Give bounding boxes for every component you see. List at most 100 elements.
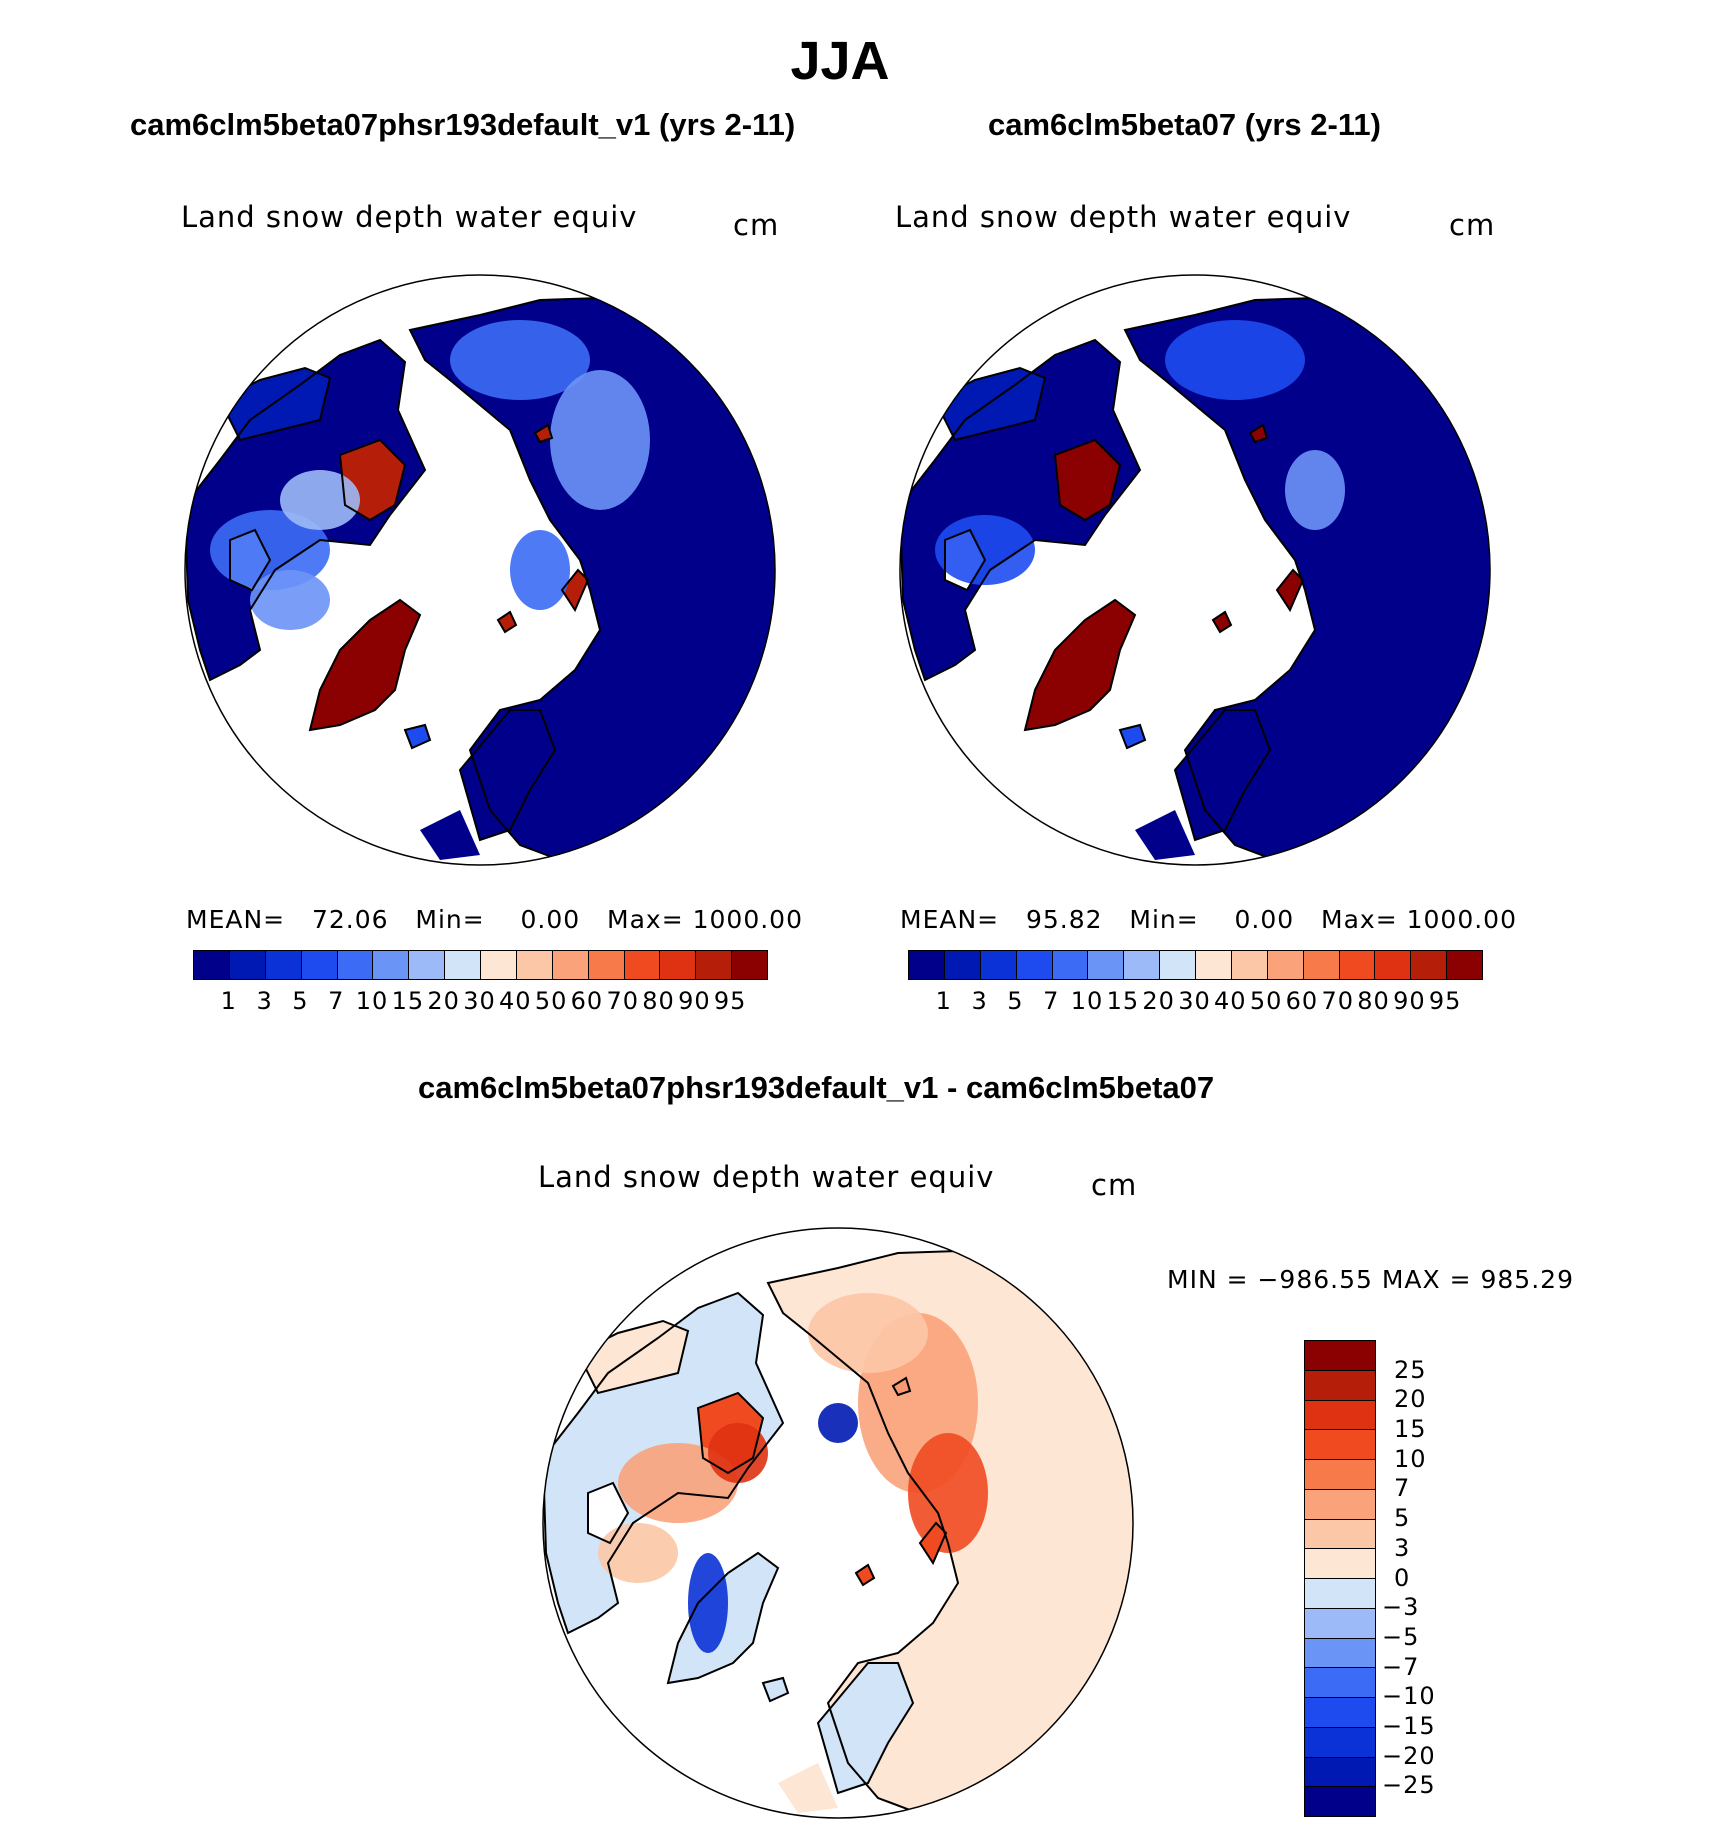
coastline (560, 568, 590, 613)
colorbar-box (229, 951, 266, 979)
coastline (1053, 438, 1122, 522)
colorbar-box (1339, 951, 1376, 979)
field-patch (1165, 320, 1305, 400)
panel1-map-fields (184, 274, 776, 866)
coastline (918, 1521, 948, 1566)
panel1-max-label: Max= (607, 905, 684, 934)
panel2-polar-map (899, 274, 1491, 866)
colorbar-tick-label: 5 (1394, 1504, 1411, 1533)
colorbar-box (1088, 951, 1125, 979)
colorbar-tick-label: 60 (570, 987, 604, 1015)
colorbar-tick-label: 10 (355, 987, 389, 1015)
colorbar-tick-label: 15 (391, 987, 425, 1015)
colorbar-box (944, 951, 981, 979)
colorbar-tick-label: −5 (1382, 1622, 1420, 1651)
colorbar-box (1305, 1787, 1375, 1816)
severnaya-field (535, 425, 552, 442)
field-patch (688, 1553, 728, 1653)
colorbar-box (1305, 1400, 1375, 1431)
colorbar-tick-label: 3 (1394, 1533, 1411, 1562)
colorbar-tick-label: 7 (328, 987, 345, 1015)
colorbar-tick-label: 1 (935, 987, 952, 1015)
colorbar-tick-label: 70 (1321, 987, 1355, 1015)
panel3-colorbar (1304, 1340, 1376, 1817)
coastline (458, 709, 557, 842)
panel1-colorbar (193, 950, 768, 980)
panel2-stats: MEAN= 95.82 Min= 0.00 Max= 1000.00 (900, 905, 1517, 934)
panel2-max-label: Max= (1321, 905, 1398, 934)
panel2-mean-value: 95.82 (1025, 905, 1103, 934)
field-patch (808, 1293, 928, 1373)
colorbar-box (1305, 1638, 1375, 1669)
colorbar-tick-label: 1 (220, 987, 237, 1015)
colorbar-box (409, 951, 446, 979)
colorbar-box (1305, 1460, 1375, 1490)
colorbar-box (1231, 951, 1268, 979)
field-patch (1285, 450, 1345, 530)
panel1-max-value: 1000.00 (692, 905, 803, 934)
panel1-polar-map (184, 274, 776, 866)
colorbar-box (1305, 1489, 1375, 1520)
colorbar-box (1305, 1668, 1375, 1698)
field-patch (908, 1433, 988, 1553)
coastline (891, 1376, 912, 1397)
panel3-stats: MIN = −986.55 MAX = 985.29 (1167, 1265, 1574, 1294)
colorbar-box (1016, 951, 1053, 979)
colorbar-box (301, 951, 338, 979)
field-patch (510, 530, 570, 610)
panel1-mean-label: MEAN= (186, 905, 286, 934)
panel3-title: cam6clm5beta07phsr193default_v1 - cam6cl… (418, 1070, 1215, 1105)
colorbar-tick-label: 3 (971, 987, 988, 1015)
colorbar-box (1305, 1370, 1375, 1401)
coastline (900, 338, 1142, 682)
coastline (533, 423, 554, 444)
coastline (1211, 610, 1233, 634)
colorbar-tick-label: 80 (642, 987, 675, 1015)
panel3-unit-label: cm (1091, 1168, 1138, 1202)
north-america-field (900, 340, 1140, 680)
coastline (933, 366, 1047, 442)
colorbar-box (445, 951, 481, 979)
coastline (1173, 709, 1272, 842)
colorbar-tick-label: 30 (463, 987, 496, 1015)
colorbar-box (1052, 951, 1089, 979)
colorbar-tick-label: 5 (1007, 987, 1024, 1015)
field-patch (818, 1403, 858, 1443)
colorbar-tick-label: 80 (1357, 987, 1390, 1015)
colorbar-box (1305, 1519, 1375, 1550)
main-title: JJA (790, 31, 890, 91)
colorbar-box (194, 951, 230, 979)
colorbar-tick-label: −20 (1382, 1741, 1436, 1770)
severnaya-field (1250, 425, 1267, 442)
panel2-colorbar (908, 950, 1483, 980)
colorbar-tick-label: 20 (1394, 1385, 1427, 1414)
coastline (696, 1391, 765, 1475)
colorbar-tick-label: 40 (1214, 987, 1247, 1015)
panel3-variable-label: Land snow depth water equiv (538, 1160, 995, 1194)
coastline (1248, 423, 1269, 444)
field-patch (618, 1443, 738, 1523)
field-patch (280, 470, 360, 530)
map-clipped-group (185, 275, 775, 865)
coastline (403, 723, 432, 750)
colorbar-box (660, 951, 697, 979)
coastline (1118, 723, 1147, 750)
colorbar-box (1447, 951, 1482, 979)
coastline (308, 598, 422, 732)
colorbar-box (1305, 1698, 1375, 1728)
colorbar-box (1305, 1608, 1375, 1639)
colorbar-box (1305, 1757, 1375, 1788)
colorbar-box (337, 951, 374, 979)
colorbar-tick-label: −15 (1382, 1711, 1436, 1740)
panel3-map-fields (542, 1227, 1134, 1819)
colorbar-box (1303, 951, 1340, 979)
colorbar-box (1375, 951, 1412, 979)
coastline (185, 338, 427, 682)
field-patch (450, 320, 590, 400)
colorbar-box (1305, 1341, 1375, 1371)
panel2-map-fields (899, 274, 1491, 866)
panel2-min-label: Min= (1129, 905, 1199, 934)
colorbar-tick-label: 15 (1106, 987, 1140, 1015)
coastline (543, 1291, 785, 1635)
colorbar-tick-label: 10 (1070, 987, 1104, 1015)
